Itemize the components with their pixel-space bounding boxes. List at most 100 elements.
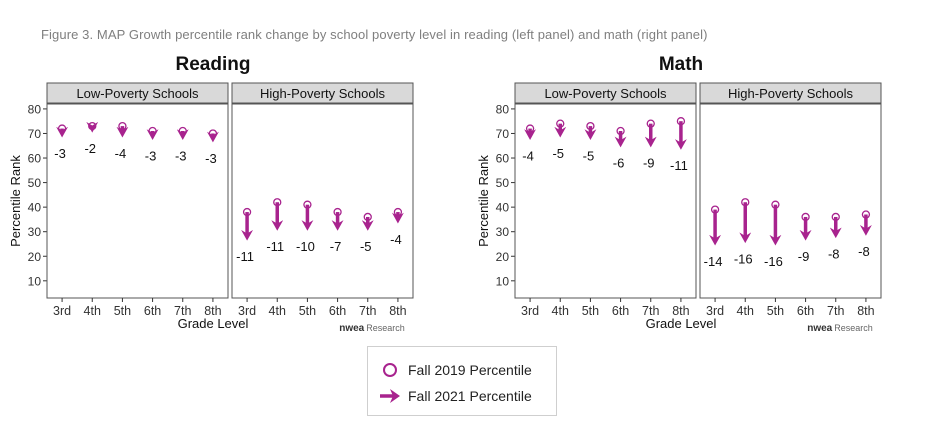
x-tick-label: 7th [174, 304, 191, 318]
y-tick-label: 20 [496, 250, 510, 264]
y-tick-label: 50 [28, 176, 42, 190]
x-axis-title: Grade Level [178, 316, 249, 331]
facet-strip [699, 82, 882, 104]
change-label: -5 [583, 148, 595, 163]
y-tick-label: 10 [28, 274, 42, 288]
chart-title: Reading [176, 54, 251, 75]
x-tick-label: 3rd [521, 304, 539, 318]
y-tick-label: 60 [28, 152, 42, 166]
facet-strip-label: High-Poverty Schools [728, 86, 853, 101]
y-tick-label: 70 [496, 127, 510, 141]
x-tick-label: 5th [299, 304, 316, 318]
change-label: -9 [798, 249, 810, 264]
arrow-right-icon [380, 389, 400, 403]
chart-title: Math [659, 54, 703, 75]
facet-strip-label: Low-Poverty Schools [76, 86, 199, 101]
facet-strip-label: High-Poverty Schools [260, 86, 385, 101]
change-label: -8 [858, 244, 870, 259]
change-label: -5 [360, 239, 372, 254]
nwea-brand: nwea [807, 323, 832, 334]
plot-frame [699, 103, 882, 299]
y-tick-label: 30 [496, 225, 510, 239]
legend-item-fall2019: Fall 2019 Percentile [378, 359, 532, 381]
change-label: -5 [552, 146, 564, 161]
change-label: -11 [266, 239, 284, 254]
x-tick-label: 4th [552, 304, 569, 318]
x-axis-title: Grade Level [646, 316, 717, 331]
x-tick-label: 8th [857, 304, 874, 318]
x-tick-label: 3rd [238, 304, 256, 318]
y-tick-label: 10 [496, 274, 510, 288]
change-label: -9 [643, 156, 655, 171]
change-label: -11 [670, 158, 688, 173]
change-label: -10 [296, 239, 315, 254]
y-tick-label: 20 [28, 250, 42, 264]
change-label: -4 [115, 146, 127, 161]
change-label: -3 [205, 151, 217, 166]
change-label: -16 [764, 254, 783, 269]
chart-reading: Reading Percentile Rank 10 20 30 40 50 60 70 80 Lo… [8, 54, 414, 334]
x-tick-label: 7th [642, 304, 659, 318]
x-tick-label: 5th [582, 304, 599, 318]
plot-frame [514, 103, 697, 299]
x-tick-label: 5th [114, 304, 131, 318]
nwea-brand: nwea [339, 323, 364, 334]
change-label: -4 [390, 232, 402, 247]
nwea-suffix: Research [834, 323, 873, 333]
change-label: -14 [704, 254, 723, 269]
y-tick-label: 70 [28, 127, 42, 141]
x-tick-label: 7th [359, 304, 376, 318]
legend-item-fall2021: Fall 2021 Percentile [378, 385, 532, 407]
nwea-suffix: Research [366, 323, 405, 333]
change-label: -6 [613, 156, 625, 171]
change-label: -16 [734, 252, 753, 267]
x-tick-label: 7th [827, 304, 844, 318]
x-tick-label: 4th [737, 304, 754, 318]
legend-label-fall2021: Fall 2021 Percentile [408, 388, 532, 404]
x-tick-label: 8th [389, 304, 406, 318]
y-tick-label: 40 [28, 201, 42, 215]
plot-frame [231, 103, 414, 299]
facet-strip-label: Low-Poverty Schools [544, 86, 667, 101]
x-tick-label: 6th [144, 304, 161, 318]
facet-strip [46, 82, 229, 104]
chart-math: Math Percentile Rank 10 20 30 40 50 60 70 80 Low-P… [476, 54, 882, 334]
y-tick-label: 30 [28, 225, 42, 239]
panel-low-poverty-schools: Low-Poverty Schools 3rd -4 4th -5 5th -5 6th -6 7… [514, 82, 697, 318]
x-tick-label: 3rd [706, 304, 724, 318]
panel-high-poverty-schools: High-Poverty Schools 3rd -11 4th -11 5th -10 6t… [231, 82, 414, 318]
y-tick-label: 40 [496, 201, 510, 215]
change-label: -8 [828, 247, 840, 262]
chart-legend: Fall 2019 Percentile Fall 2021 Percentil… [367, 346, 557, 416]
facet-strip [514, 82, 697, 104]
change-label: -3 [54, 146, 66, 161]
y-axis-title: Percentile Rank [8, 155, 23, 247]
y-axis-title: Percentile Rank [476, 155, 491, 247]
plot-frame [46, 103, 229, 299]
change-label: -2 [84, 141, 96, 156]
x-tick-label: 3rd [53, 304, 71, 318]
change-label: -4 [522, 148, 534, 163]
y-tick-label: 60 [496, 152, 510, 166]
x-tick-label: 4th [84, 304, 101, 318]
x-tick-label: 6th [797, 304, 814, 318]
change-label: -7 [330, 239, 342, 254]
y-tick-label: 80 [496, 102, 510, 116]
change-label: -11 [236, 249, 254, 264]
nwea-logo-icon: nwea Research [339, 323, 405, 334]
change-label: -3 [145, 148, 157, 163]
legend-label-fall2019: Fall 2019 Percentile [408, 362, 532, 378]
x-tick-label: 6th [612, 304, 629, 318]
x-tick-label: 5th [767, 304, 784, 318]
change-label: -3 [175, 148, 187, 163]
figure-caption: Figure 3. MAP Growth percentile rank cha… [41, 27, 708, 42]
panel-low-poverty-schools: Low-Poverty Schools 3rd -3 4th -2 5th -4 6th -3 7… [46, 82, 229, 318]
nwea-logo-icon: nwea Research [807, 323, 873, 334]
facet-strip [231, 82, 414, 104]
y-tick-label: 50 [496, 176, 510, 190]
x-tick-label: 8th [672, 304, 689, 318]
x-tick-label: 4th [269, 304, 286, 318]
x-tick-label: 6th [329, 304, 346, 318]
x-tick-label: 8th [204, 304, 221, 318]
